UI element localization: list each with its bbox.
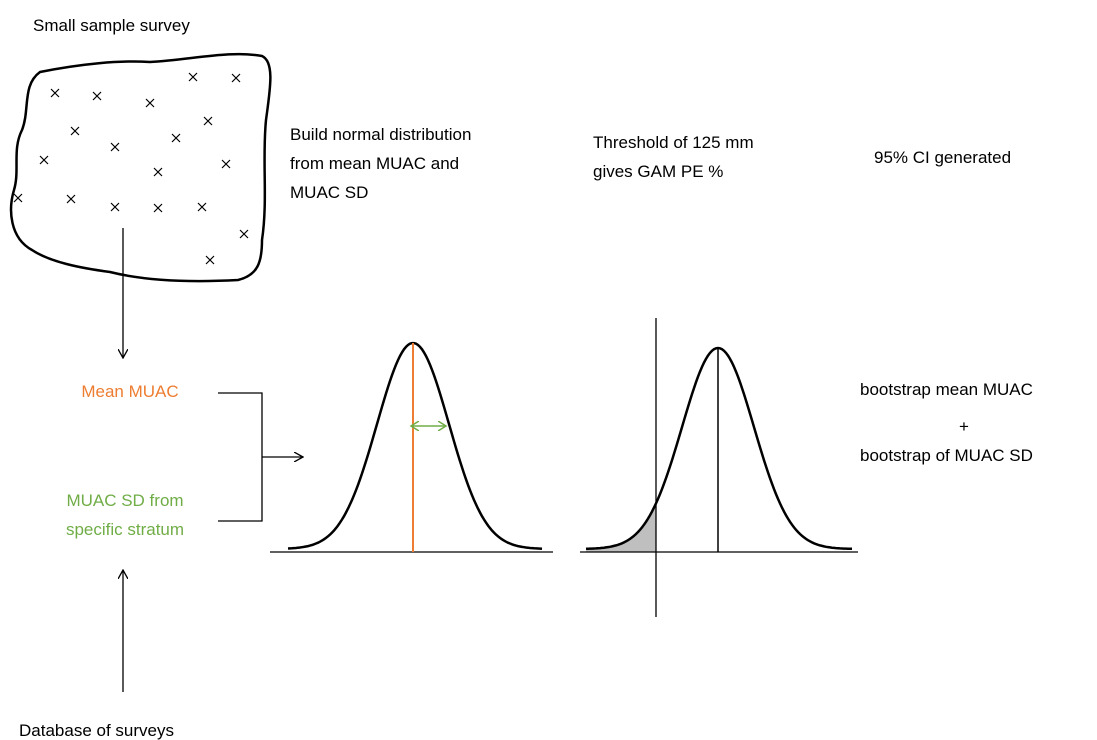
cross — [110, 142, 120, 152]
cross — [39, 155, 49, 165]
cross — [50, 88, 60, 98]
cross — [92, 91, 102, 101]
bootstrap-plus: + — [959, 417, 969, 436]
survey-blob — [9, 52, 272, 283]
sd-label-line: specific stratum — [66, 520, 184, 539]
mean-label: Mean MUAC — [81, 382, 178, 401]
cross — [203, 116, 213, 126]
cross — [110, 202, 120, 212]
cross — [13, 193, 23, 203]
threshold-line: Threshold of 125 mm — [593, 133, 754, 152]
bootstrap-line: bootstrap of MUAC SD — [860, 446, 1033, 465]
threshold-line: gives GAM PE % — [593, 162, 723, 181]
normal-curve — [585, 346, 852, 551]
survey-points — [13, 72, 249, 265]
cross — [221, 159, 231, 169]
cross — [231, 73, 241, 83]
bracket — [218, 392, 263, 522]
cross — [205, 255, 215, 265]
cross — [197, 202, 207, 212]
build-line: Build normal distribution — [290, 125, 471, 144]
normal-curve — [287, 341, 543, 550]
build-line: MUAC SD — [290, 183, 368, 202]
cross — [239, 229, 249, 239]
cross — [153, 167, 163, 177]
cross — [188, 72, 198, 82]
cross — [66, 194, 76, 204]
cross — [70, 126, 80, 136]
cross — [145, 98, 155, 108]
tail-area — [586, 503, 656, 552]
cross — [171, 133, 181, 143]
ci-label: 95% CI generated — [874, 148, 1011, 167]
bootstrap-line: bootstrap mean MUAC — [860, 380, 1033, 399]
survey-label: Small sample survey — [33, 16, 190, 35]
cross — [153, 203, 163, 213]
build-line: from mean MUAC and — [290, 154, 459, 173]
database-label: Database of surveys — [19, 721, 174, 740]
sd-label-line: MUAC SD from — [66, 491, 183, 510]
